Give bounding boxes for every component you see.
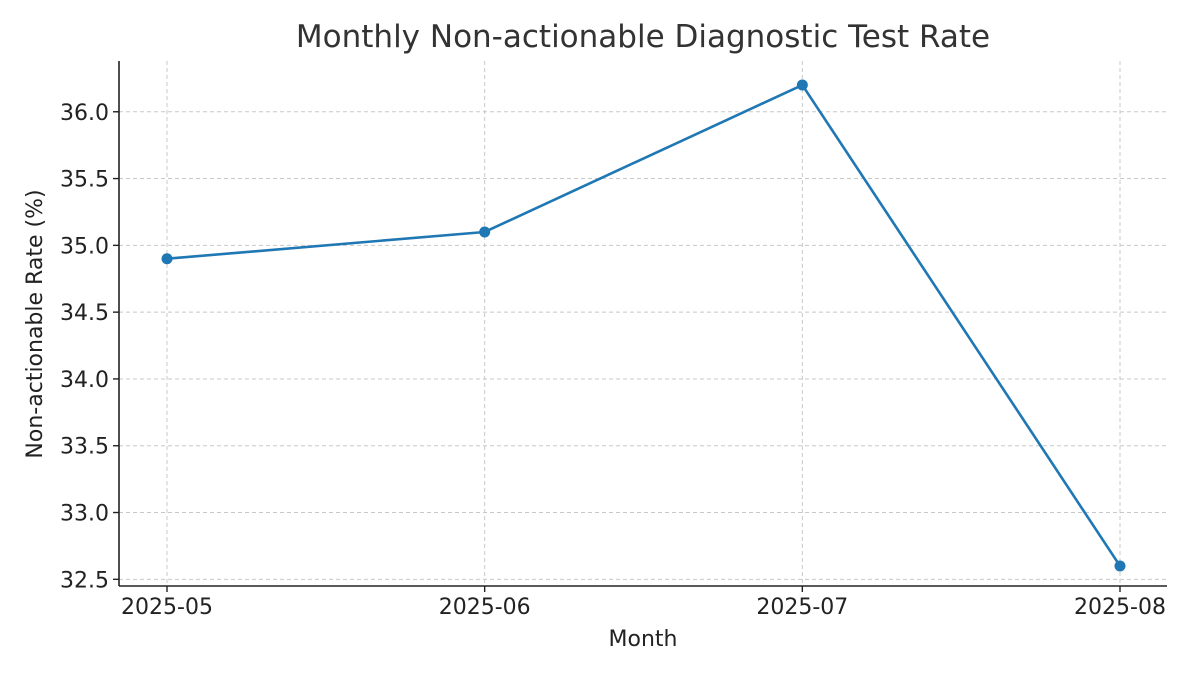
x-tick-label: 2025-05 [121,595,213,620]
axes [118,61,1167,587]
x-axis-ticks: 2025-05 2025-06 2025-07 2025-08 [121,586,1166,620]
y-axis-ticks: 32.5 33.0 33.5 34.0 34.5 35.0 35.5 36.0 [60,101,119,593]
series [161,79,1126,572]
chart-title: Monthly Non-actionable Diagnostic Test R… [296,19,990,55]
y-axis-label: Non-actionable Rate (%) [23,189,48,458]
y-tick-label: 32.5 [60,568,109,593]
data-point [161,253,173,265]
x-tick-label: 2025-06 [439,595,531,620]
data-point [1114,560,1126,572]
data-point [479,226,491,238]
x-tick-label: 2025-07 [756,595,848,620]
y-tick-label: 34.5 [60,301,109,326]
y-tick-label: 33.0 [60,502,109,527]
x-tick-label: 2025-08 [1074,595,1166,620]
y-tick-label: 34.0 [60,368,109,393]
x-axis-label: Month [609,627,678,652]
data-point [796,79,808,91]
y-tick-label: 33.5 [60,435,109,460]
series-line [165,83,1122,568]
y-tick-label: 36.0 [60,101,109,126]
y-tick-label: 35.5 [60,168,109,193]
y-tick-label: 35.0 [60,234,109,259]
grid [119,61,1167,586]
